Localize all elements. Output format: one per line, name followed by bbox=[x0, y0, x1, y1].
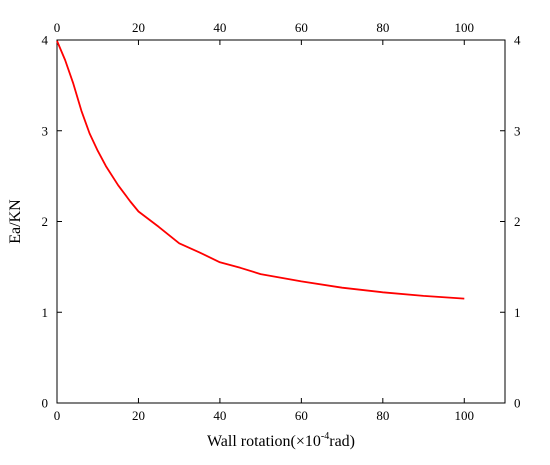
x-tick-label-top: 40 bbox=[213, 20, 226, 35]
tick-marks bbox=[56, 39, 505, 404]
y-tick-label-left: 0 bbox=[42, 396, 49, 411]
y-tick-label-right: 0 bbox=[514, 396, 521, 411]
x-tick-label-bottom: 20 bbox=[132, 408, 145, 423]
plot-frame bbox=[56, 39, 506, 404]
x-tick-label-bottom: 100 bbox=[455, 408, 475, 423]
y-tick-label-right: 4 bbox=[514, 33, 521, 48]
x-axis-title: Wall rotation(×10-4rad) bbox=[207, 431, 355, 450]
x-tick-label-top: 0 bbox=[54, 20, 61, 35]
y-tick-label-left: 1 bbox=[42, 305, 49, 320]
x-tick-label-bottom: 80 bbox=[376, 408, 389, 423]
series-lines bbox=[56, 40, 465, 300]
x-tick-label-bottom: 40 bbox=[213, 408, 226, 423]
x-tick-label-bottom: 60 bbox=[295, 408, 308, 423]
x-tick-label-top: 20 bbox=[132, 20, 145, 35]
y-tick-label-right: 1 bbox=[514, 305, 521, 320]
x-tick-label-top: 100 bbox=[455, 20, 475, 35]
y-tick-label-left: 4 bbox=[42, 33, 49, 48]
y-tick-label-left: 2 bbox=[42, 214, 49, 229]
y-tick-label-right: 2 bbox=[514, 214, 521, 229]
y-tick-label-left: 3 bbox=[42, 123, 49, 138]
y-axis-title: Ea/KN bbox=[7, 199, 24, 244]
series-line bbox=[56, 40, 465, 300]
x-tick-label-top: 80 bbox=[376, 20, 389, 35]
y-tick-label-right: 3 bbox=[514, 123, 521, 138]
x-tick-label-top: 60 bbox=[295, 20, 308, 35]
x-tick-label-bottom: 0 bbox=[54, 408, 61, 423]
